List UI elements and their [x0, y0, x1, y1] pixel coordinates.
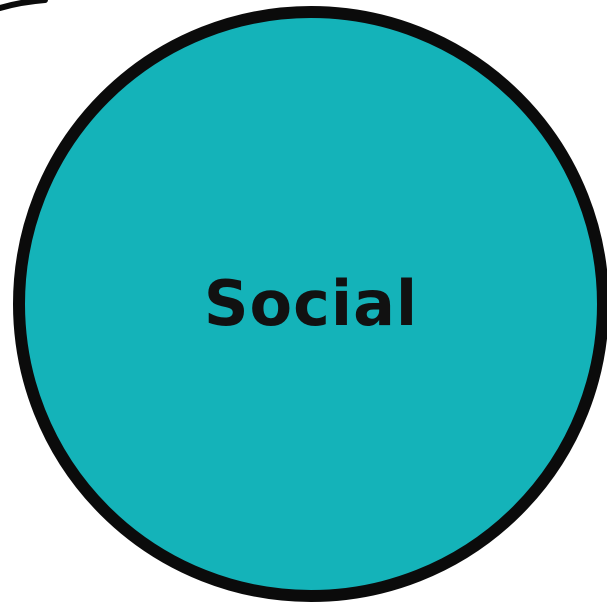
partial-arc-edge — [0, 0, 48, 11]
social-circle — [13, 6, 607, 602]
circle-label: Social — [204, 267, 418, 340]
